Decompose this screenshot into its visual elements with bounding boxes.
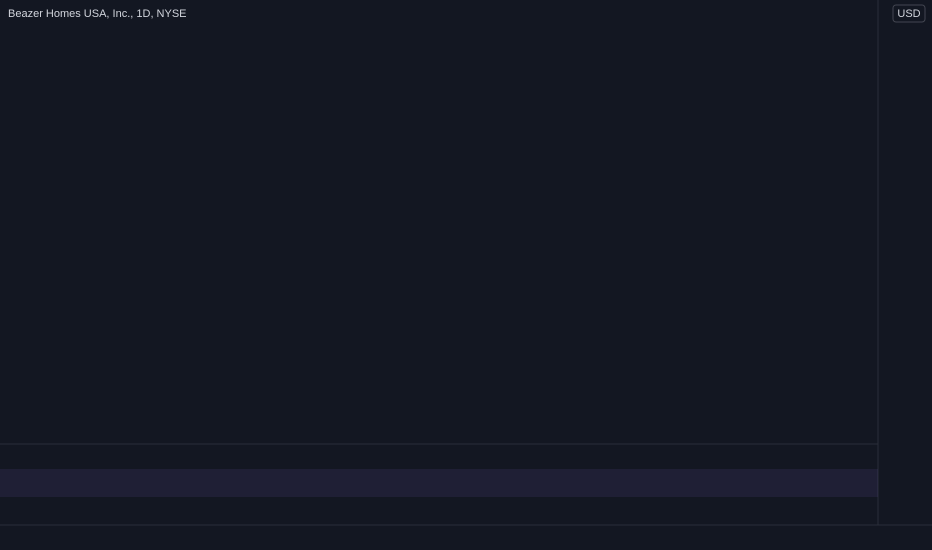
rsi-band xyxy=(0,469,878,497)
currency[interactable]: USD xyxy=(897,8,920,20)
chart-title: Beazer Homes USA, Inc., 1D, NYSE xyxy=(8,8,187,20)
currency-box[interactable] xyxy=(892,4,926,23)
